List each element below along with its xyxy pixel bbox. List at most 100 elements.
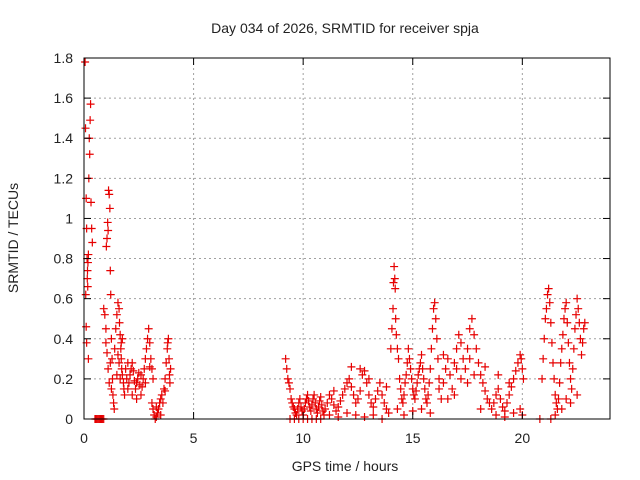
- x-tick-label: 10: [295, 430, 311, 446]
- data-point: [111, 324, 120, 333]
- data-point: [408, 384, 417, 393]
- data-point: [517, 354, 526, 363]
- data-point: [577, 350, 586, 359]
- data-point: [83, 266, 92, 275]
- data-point: [452, 364, 461, 373]
- data-point: [99, 304, 108, 313]
- data-point: [300, 404, 309, 413]
- data-point: [158, 398, 167, 407]
- data-point: [113, 298, 122, 307]
- data-point: [100, 310, 109, 319]
- data-point: [435, 384, 444, 393]
- data-point: [433, 354, 442, 363]
- data-point: [539, 354, 548, 363]
- data-point: [124, 378, 133, 387]
- data-point: [552, 398, 561, 407]
- data-point: [289, 402, 298, 411]
- x-axis-label: GPS time / hours: [292, 458, 399, 474]
- data-point: [570, 324, 579, 333]
- data-point: [556, 358, 565, 367]
- data-point: [102, 242, 111, 251]
- data-point: [309, 394, 318, 403]
- data-point: [416, 358, 425, 367]
- y-tick-label: 0.4: [54, 331, 74, 347]
- chart-title: Day 034 of 2026, SRMTID for receiver spj…: [211, 20, 479, 36]
- data-point: [353, 394, 362, 403]
- data-point: [382, 404, 391, 413]
- data-point: [141, 378, 150, 387]
- data-point: [314, 402, 323, 411]
- data-point: [559, 314, 568, 323]
- data-point: [417, 350, 426, 359]
- data-point: [422, 398, 431, 407]
- data-point: [84, 354, 93, 363]
- data-point: [304, 396, 313, 405]
- data-point: [494, 384, 503, 393]
- data-point: [402, 370, 411, 379]
- data-point: [563, 318, 572, 327]
- data-point: [115, 358, 124, 367]
- data-point: [161, 374, 170, 383]
- data-point: [367, 398, 376, 407]
- data-point: [323, 398, 332, 407]
- data-point: [356, 386, 365, 395]
- data-point: [554, 394, 563, 403]
- data-point: [108, 390, 117, 399]
- data-point: [401, 378, 410, 387]
- data-point: [558, 330, 567, 339]
- data-point: [380, 398, 389, 407]
- data-point: [478, 378, 487, 387]
- data-point: [83, 274, 92, 283]
- y-tick-label: 0.6: [54, 291, 74, 307]
- data-point: [465, 354, 474, 363]
- data-point: [105, 204, 114, 213]
- data-point: [146, 354, 155, 363]
- y-axis-label: SRMTID / TECUs: [5, 183, 21, 293]
- data-point: [81, 58, 90, 67]
- data-point: [467, 314, 476, 323]
- data-point: [542, 304, 551, 313]
- data-point: [373, 386, 382, 395]
- data-point: [421, 394, 430, 403]
- data-point: [334, 412, 343, 421]
- data-point: [389, 304, 398, 313]
- data-point: [562, 394, 571, 403]
- data-point: [541, 314, 550, 323]
- data-point: [483, 394, 492, 403]
- data-point: [557, 344, 566, 353]
- data-point: [101, 338, 110, 347]
- data-point: [505, 378, 514, 387]
- data-point: [129, 366, 138, 375]
- data-point: [387, 324, 396, 333]
- data-point: [364, 390, 373, 399]
- data-point: [543, 290, 552, 299]
- data-point: [561, 304, 570, 313]
- data-point: [412, 386, 421, 395]
- data-point: [362, 378, 371, 387]
- data-point: [500, 412, 509, 421]
- data-point: [136, 390, 145, 399]
- data-point: [85, 150, 94, 159]
- data-point: [420, 384, 429, 393]
- data-point: [356, 364, 365, 373]
- data-point: [369, 402, 378, 411]
- data-point: [104, 364, 113, 373]
- data-point: [166, 364, 175, 373]
- data-point: [566, 398, 575, 407]
- data-point: [369, 410, 378, 419]
- data-point: [463, 344, 472, 353]
- data-point: [115, 318, 124, 327]
- data-point: [565, 358, 574, 367]
- data-point: [450, 358, 459, 367]
- data-point: [496, 394, 505, 403]
- data-point: [544, 284, 553, 293]
- data-point: [566, 374, 575, 383]
- data-point: [301, 398, 310, 407]
- data-point: [349, 390, 358, 399]
- data-point: [414, 370, 423, 379]
- data-point: [551, 390, 560, 399]
- data-point: [317, 400, 326, 409]
- data-point: [112, 370, 121, 379]
- data-point: [393, 404, 402, 413]
